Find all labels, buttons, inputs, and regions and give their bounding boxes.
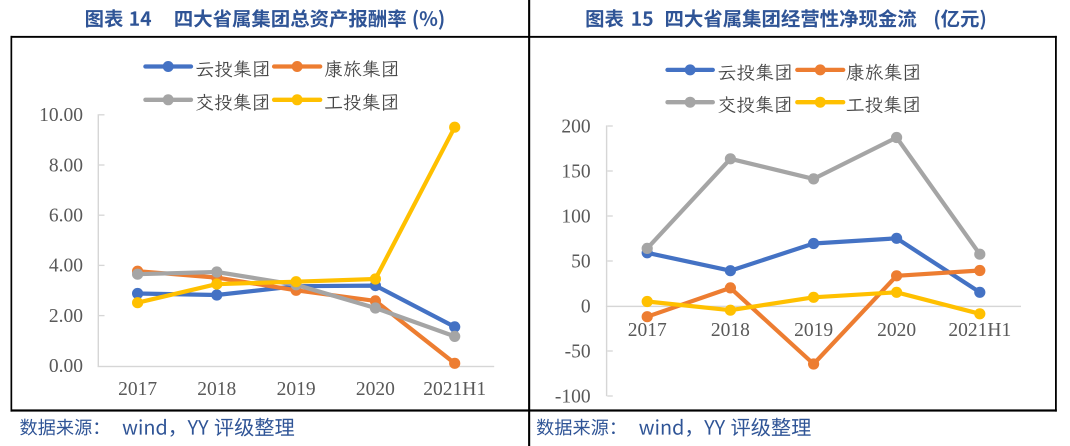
svg-text:50: 50 xyxy=(571,251,591,272)
svg-text:2018: 2018 xyxy=(711,320,750,341)
svg-text:100: 100 xyxy=(561,206,590,227)
svg-text:0: 0 xyxy=(581,296,591,317)
svg-text:2.00: 2.00 xyxy=(49,306,83,327)
svg-text:150: 150 xyxy=(561,161,590,182)
svg-text:2020: 2020 xyxy=(877,320,916,341)
svg-text:2017: 2017 xyxy=(118,379,157,400)
svg-text:8.00: 8.00 xyxy=(49,155,83,176)
svg-text:200: 200 xyxy=(561,116,590,137)
svg-text:4.00: 4.00 xyxy=(49,256,83,277)
svg-text:2017: 2017 xyxy=(628,320,667,341)
svg-text:-50: -50 xyxy=(565,341,591,362)
svg-text:6.00: 6.00 xyxy=(49,206,83,227)
svg-text:10.00: 10.00 xyxy=(39,105,83,126)
svg-text:0.00: 0.00 xyxy=(49,356,83,377)
svg-text:2021H1: 2021H1 xyxy=(423,379,486,400)
svg-text:2019: 2019 xyxy=(794,320,833,341)
svg-text:2019: 2019 xyxy=(277,379,316,400)
svg-text:2020: 2020 xyxy=(356,379,395,400)
svg-text:-100: -100 xyxy=(555,386,591,407)
svg-text:2021H1: 2021H1 xyxy=(948,320,1011,341)
svg-text:2018: 2018 xyxy=(197,379,236,400)
